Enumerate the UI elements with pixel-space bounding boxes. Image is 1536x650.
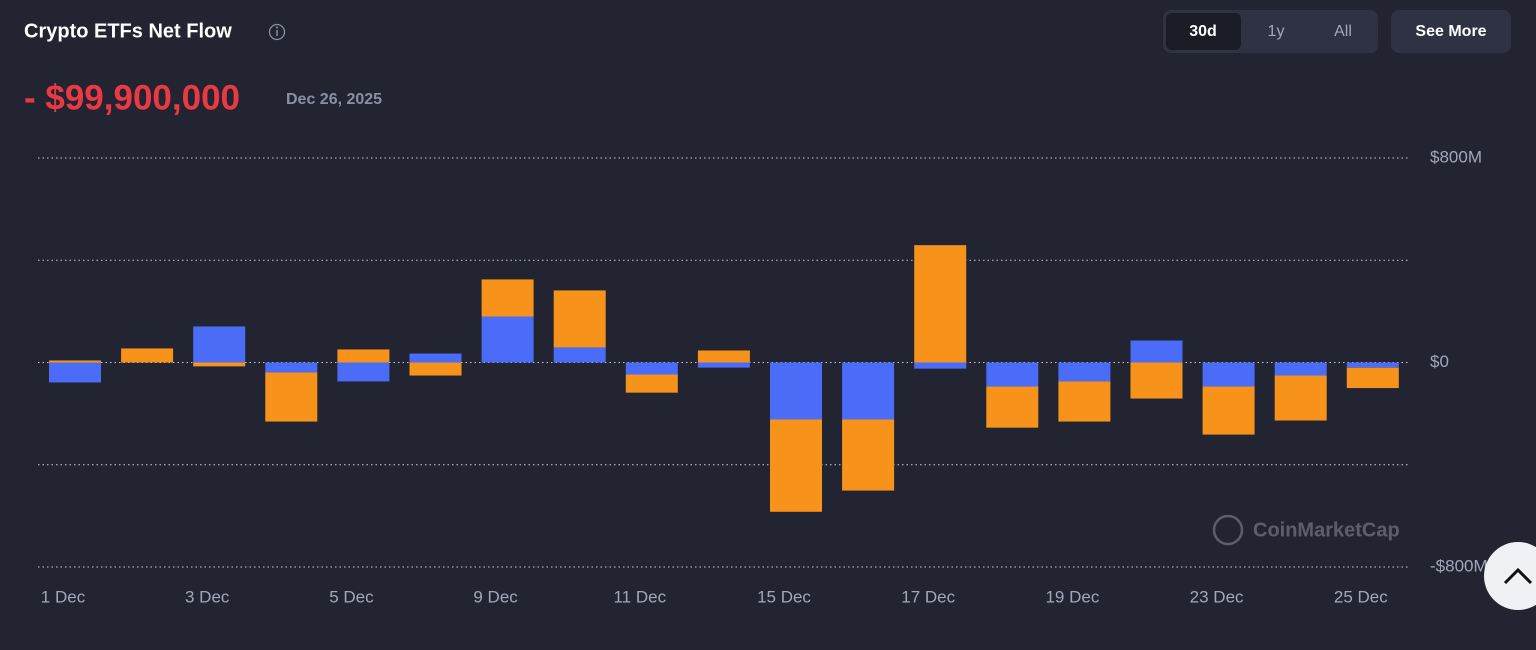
bar-segment: [625, 362, 678, 375]
bar-segment: [193, 362, 246, 367]
info-icon[interactable]: [268, 23, 286, 41]
see-more-button[interactable]: [1391, 10, 1511, 53]
bar-segment: [697, 350, 750, 363]
headline-value: - $99,900,000: [24, 78, 240, 117]
bar-segment: [265, 362, 318, 373]
x-tick-label: 25 Dec: [1334, 587, 1388, 606]
range-button[interactable]: 1y: [1268, 23, 1285, 40]
x-tick-label: 11 Dec: [613, 587, 666, 606]
range-button[interactable]: 30d: [1189, 23, 1217, 40]
bar-segment: [337, 349, 390, 363]
bar-segment: [1202, 386, 1255, 435]
y-tick-label: -$800M: [1430, 556, 1488, 575]
scroll-top-button[interactable]: [1484, 542, 1536, 610]
bar-segment: [121, 348, 174, 363]
bar-segment: [914, 362, 967, 369]
bar-segment: [337, 362, 390, 382]
see-more-label[interactable]: See More: [1415, 23, 1486, 40]
x-tick-label: 1 Dec: [41, 587, 86, 606]
headline-date: Dec 26, 2025: [286, 91, 382, 108]
bar-segment: [193, 326, 246, 363]
bar-segment: [481, 316, 534, 363]
plot-area: $800M $0 -$800M 1 Dec 3 Dec 5 Dec 9 Dec 11 Dec 1…: [38, 147, 1488, 606]
x-tick-label: 9 Dec: [473, 587, 518, 606]
bar-segment: [1274, 375, 1327, 421]
bar-segment: [625, 374, 678, 393]
bar-segment: [1346, 367, 1399, 389]
bar-segment: [1130, 340, 1183, 363]
bar-segment: [842, 362, 895, 420]
bar-segment: [1130, 362, 1183, 399]
bar-segment: [986, 386, 1039, 428]
bar-segment: [409, 362, 462, 376]
bar-segment: [49, 362, 101, 383]
bar-segment: [49, 360, 101, 363]
bar-segment: [697, 362, 750, 368]
bar-segment: [1202, 362, 1255, 387]
watermark-text: CoinMarketCap: [1253, 519, 1400, 541]
bar-segment: [265, 372, 318, 422]
chart-title: Crypto ETFs Net Flow: [24, 20, 232, 42]
bar-segment: [1274, 362, 1327, 376]
bar-segment: [1058, 362, 1111, 382]
bar-segment: [986, 362, 1039, 387]
x-tick-label: 19 Dec: [1045, 587, 1099, 606]
bar-segment: [1058, 381, 1111, 422]
range-button[interactable]: All: [1334, 23, 1352, 40]
bar-segment: [1346, 362, 1399, 368]
y-tick-label: $800M: [1430, 147, 1482, 166]
bar-segment: [553, 290, 606, 348]
x-tick-label: 17 Dec: [901, 587, 955, 606]
bar-segment: [481, 279, 534, 317]
bar-segment: [553, 347, 606, 363]
y-tick-label: $0: [1430, 352, 1449, 371]
range-selected: [1166, 13, 1241, 50]
x-tick-label: 15 Dec: [757, 587, 811, 606]
bar-segment: [770, 419, 822, 512]
bar-segment: [409, 353, 462, 363]
x-tick-label: 5 Dec: [329, 587, 374, 606]
bar-segment: [842, 419, 895, 491]
watermark: CoinMarketCap: [1212, 514, 1400, 546]
x-tick-label: 3 Dec: [185, 587, 230, 606]
x-tick-label: 23 Dec: [1190, 587, 1244, 606]
bar-segment: [914, 245, 967, 363]
bar-segment: [770, 362, 822, 420]
